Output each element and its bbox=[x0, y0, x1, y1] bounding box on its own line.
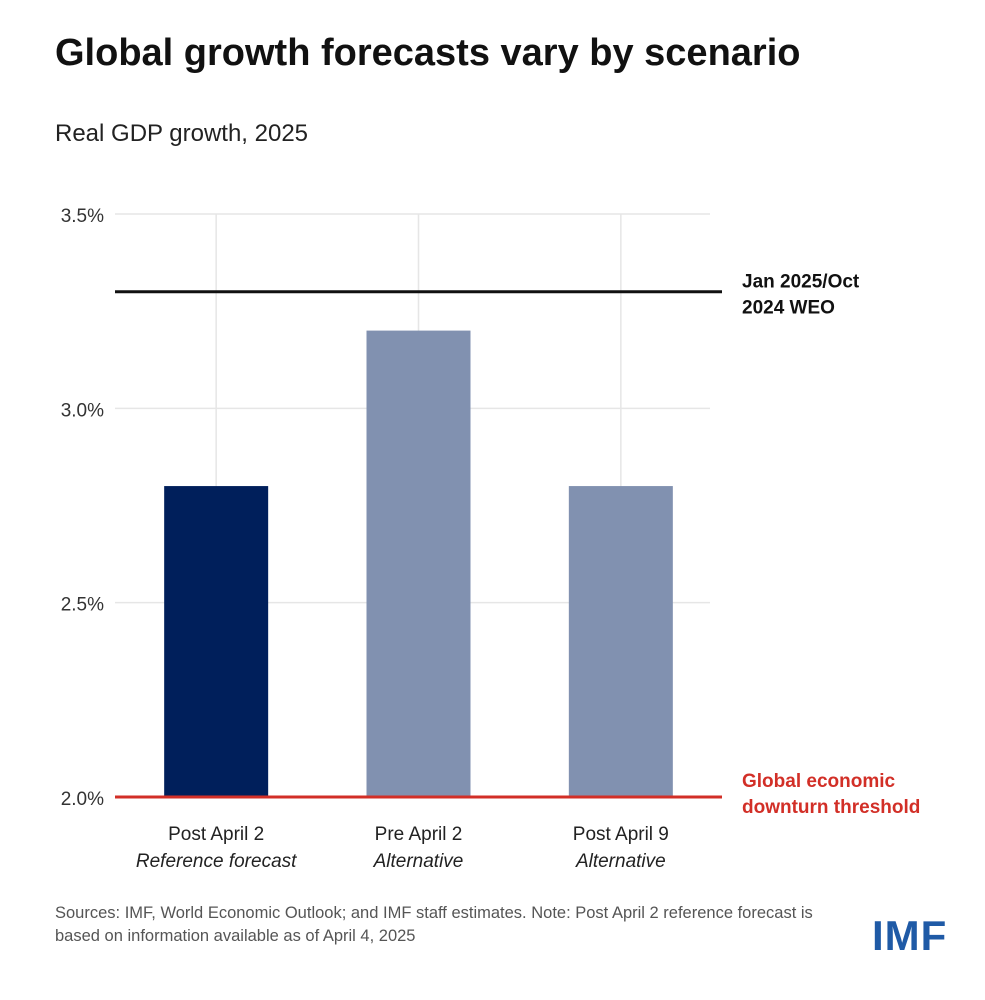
source-note: Sources: IMF, World Economic Outlook; an… bbox=[55, 904, 813, 945]
x-tick-label: Post April 9 bbox=[573, 824, 669, 845]
x-tick-sublabel: Reference forecast bbox=[136, 851, 297, 872]
reference-line-label: 2024 WEO bbox=[742, 298, 835, 319]
y-tick-label: 2.5% bbox=[61, 595, 104, 616]
x-tick-label: Post April 2 bbox=[168, 824, 264, 845]
reference-line-label: Jan 2025/Oct bbox=[742, 272, 860, 293]
x-tick-sublabel: Alternative bbox=[575, 851, 666, 872]
bar bbox=[164, 486, 269, 797]
chart-subtitle: Real GDP growth, 2025 bbox=[55, 120, 309, 147]
chart-title: Global growth forecasts vary by scenario bbox=[55, 32, 801, 74]
reference-line-label: Global economic bbox=[742, 771, 896, 792]
bar bbox=[568, 486, 673, 797]
x-tick-label: Pre April 2 bbox=[375, 824, 463, 845]
bar-chart: 2.0% 2.5% 3.0% 3.5% Post April 2 Reference fo… bbox=[61, 206, 921, 872]
y-tick-label: 3.0% bbox=[61, 400, 104, 421]
bar bbox=[366, 330, 471, 797]
reference-line-label: downturn threshold bbox=[742, 797, 920, 818]
imf-logo: IMF bbox=[872, 912, 948, 959]
y-tick-label: 3.5% bbox=[61, 206, 104, 227]
x-tick-sublabel: Alternative bbox=[373, 851, 464, 872]
y-tick-label: 2.0% bbox=[61, 789, 104, 810]
